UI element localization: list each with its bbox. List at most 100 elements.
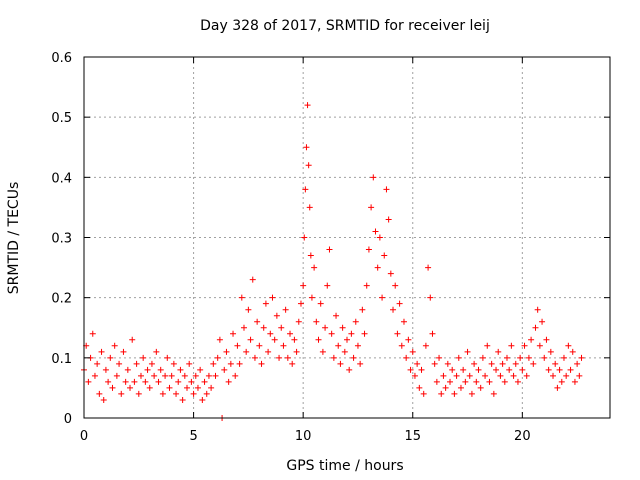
data-point — [479, 354, 486, 361]
data-point — [484, 342, 491, 349]
data-point — [254, 318, 261, 325]
data-point — [199, 396, 206, 403]
data-point — [293, 348, 300, 355]
data-point — [256, 342, 263, 349]
data-point — [565, 342, 572, 349]
data-point — [444, 360, 451, 367]
data-point — [111, 342, 118, 349]
data-point — [245, 306, 252, 313]
data-point — [306, 204, 313, 211]
data-point — [175, 378, 182, 385]
data-point — [140, 354, 147, 361]
data-point — [166, 384, 173, 391]
data-point — [164, 354, 171, 361]
y-tick-label: 0 — [64, 412, 72, 427]
data-point — [361, 330, 368, 337]
data-point — [541, 354, 548, 361]
data-point — [305, 162, 312, 169]
data-point — [517, 354, 524, 361]
data-point — [477, 384, 484, 391]
data-point — [398, 342, 405, 349]
data-point — [346, 366, 353, 373]
data-point — [506, 366, 513, 373]
data-point — [383, 186, 390, 193]
data-point — [238, 294, 245, 301]
data-point — [503, 354, 510, 361]
data-point — [490, 390, 497, 397]
data-point — [100, 396, 107, 403]
data-point — [155, 378, 162, 385]
data-point — [414, 360, 421, 367]
data-point — [232, 372, 239, 379]
data-point — [249, 276, 256, 283]
data-point — [392, 282, 399, 289]
data-point — [313, 318, 320, 325]
data-point — [521, 342, 528, 349]
data-point — [247, 336, 254, 343]
x-tick-label: 20 — [514, 429, 531, 444]
x-tick-label: 15 — [404, 429, 421, 444]
x-tick-label: 10 — [295, 429, 312, 444]
data-point — [532, 324, 539, 331]
data-point — [102, 366, 109, 373]
data-point — [433, 378, 440, 385]
data-point — [133, 360, 140, 367]
data-point — [326, 246, 333, 253]
data-point — [400, 318, 407, 325]
data-point — [422, 342, 429, 349]
data-point — [394, 330, 401, 337]
chart-title: Day 328 of 2017, SRMTID for receiver lei… — [200, 18, 490, 34]
data-point — [460, 366, 467, 373]
data-point — [436, 354, 443, 361]
y-axis-label: SRMTID / TECUs — [6, 182, 22, 295]
data-point — [105, 378, 112, 385]
data-point — [303, 144, 310, 151]
data-point — [429, 330, 436, 337]
data-point — [335, 342, 342, 349]
data-point — [501, 378, 508, 385]
data-point — [372, 228, 379, 235]
data-point — [208, 384, 215, 391]
data-point — [265, 348, 272, 355]
data-point — [300, 282, 307, 289]
data-point — [144, 366, 151, 373]
data-point — [94, 360, 101, 367]
data-point — [528, 336, 535, 343]
data-point — [486, 378, 493, 385]
data-point — [197, 366, 204, 373]
data-point — [462, 378, 469, 385]
data-point — [471, 360, 478, 367]
data-point — [438, 390, 445, 397]
data-point — [574, 360, 581, 367]
data-point — [173, 390, 180, 397]
data-point — [98, 348, 105, 355]
data-point — [508, 342, 515, 349]
data-point — [510, 372, 517, 379]
data-point — [403, 354, 410, 361]
data-point — [354, 342, 361, 349]
data-point — [124, 366, 131, 373]
data-point — [539, 318, 546, 325]
data-point — [168, 372, 175, 379]
data-point — [295, 318, 302, 325]
data-point — [499, 360, 506, 367]
data-point — [512, 360, 519, 367]
data-point — [569, 348, 576, 355]
data-point — [497, 372, 504, 379]
data-point — [556, 366, 563, 373]
data-point — [567, 366, 574, 373]
data-point — [545, 366, 552, 373]
data-point — [473, 378, 480, 385]
data-point — [363, 282, 370, 289]
data-point — [214, 354, 221, 361]
data-point — [315, 336, 322, 343]
axis-ticks: 0 5 10 15 20 0 0.1 0.2 0.3 0.4 0.5 0.6 — [51, 51, 610, 444]
data-point — [427, 294, 434, 301]
data-point — [536, 342, 543, 349]
data-point — [379, 294, 386, 301]
y-tick-label: 0.6 — [51, 51, 72, 66]
data-point — [488, 360, 495, 367]
data-point — [221, 366, 228, 373]
data-point — [122, 378, 129, 385]
